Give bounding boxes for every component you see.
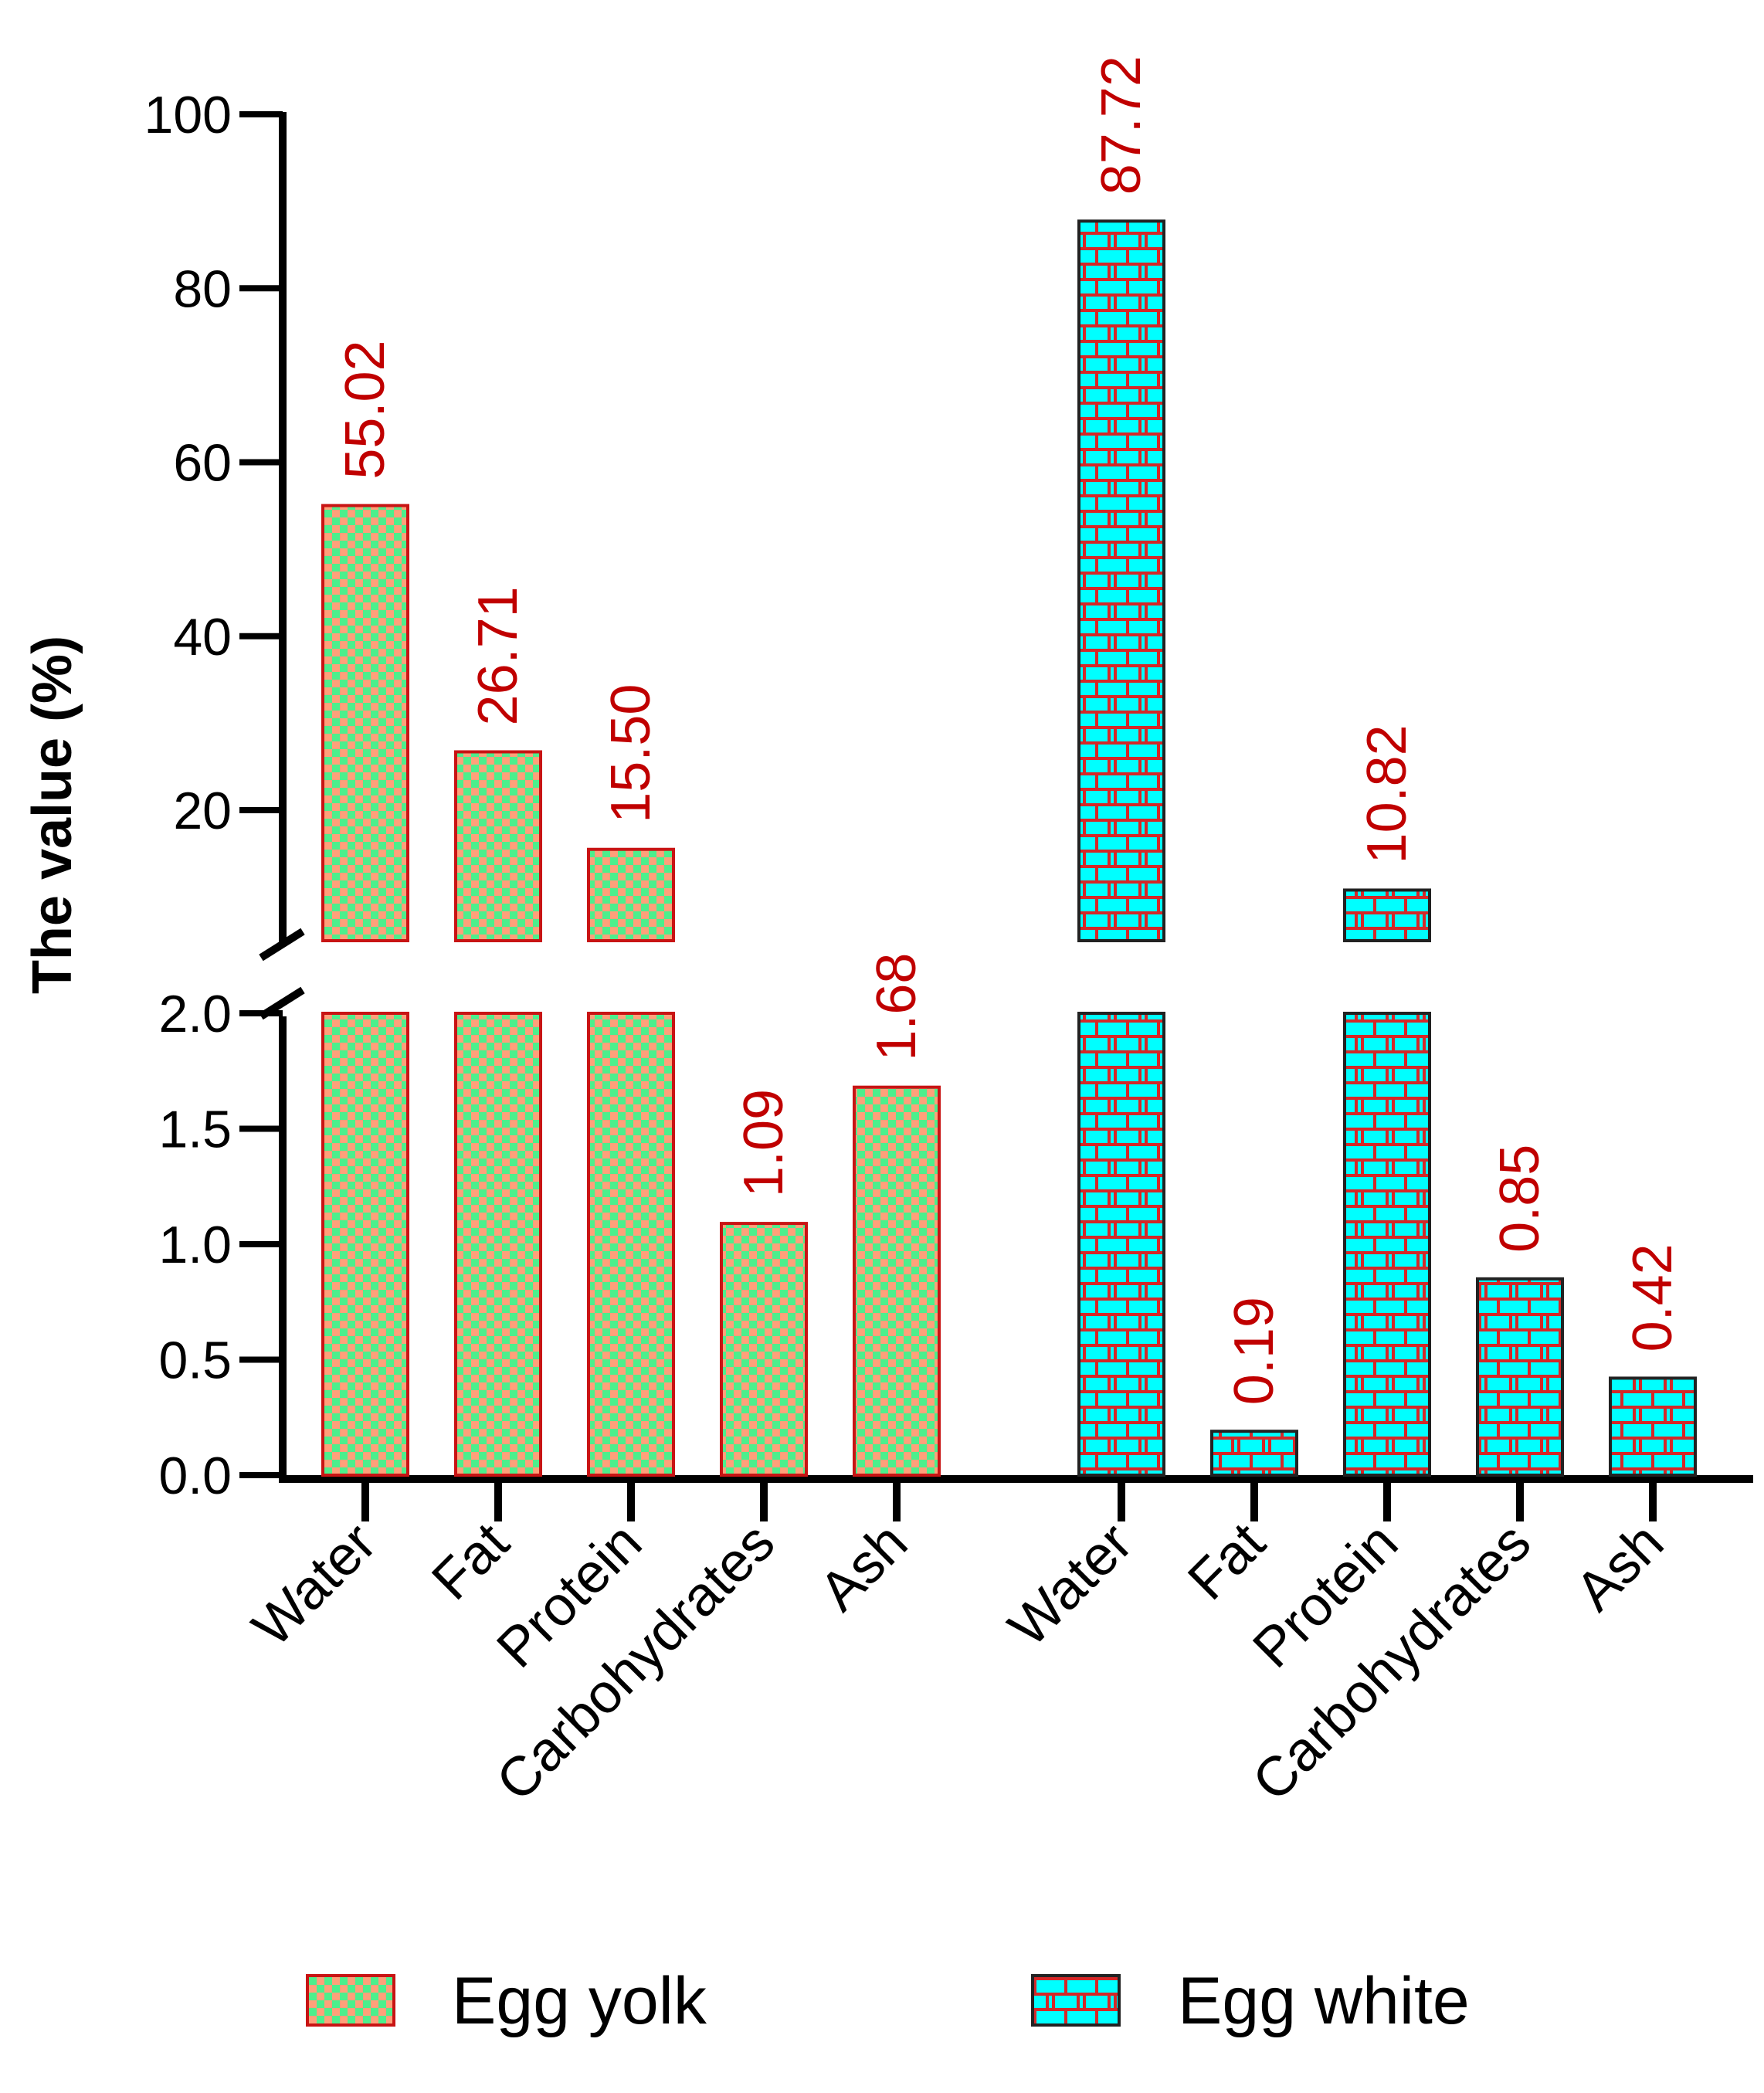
y-ticks: 0.0 0.5 1.0 1.5 2.0 20 40 60 80 100 [144, 86, 283, 1505]
x-ticks [361, 1479, 1657, 1521]
bars [321, 219, 1697, 1477]
value-label-egg-white-fat: 0.19 [1223, 1297, 1285, 1405]
bar-egg-white-carbohydrates [1476, 1277, 1564, 1477]
value-label-egg-white-ash: 0.42 [1622, 1243, 1684, 1352]
value-label-egg-yolk-fat: 26.71 [467, 586, 529, 725]
value-label-egg-yolk-ash: 1.68 [866, 953, 928, 1061]
bar-egg-yolk-ash [853, 1085, 941, 1477]
y-tick-label-upper-1: 40 [173, 608, 232, 667]
bar-egg-white-protein [1343, 888, 1431, 942]
bar-egg-yolk-carbohydrates [720, 1222, 808, 1477]
value-label-egg-yolk-protein: 15.50 [600, 684, 662, 823]
x-label-egg-white-ash: Ash [1564, 1511, 1675, 1623]
bar-egg-yolk-water-lower-segment [321, 1012, 409, 1477]
y-tick-label-lower-1: 0.5 [158, 1331, 232, 1390]
value-label-egg-white-protein: 10.82 [1356, 724, 1418, 863]
legend-label-egg-yolk: Egg yolk [452, 1964, 707, 2038]
value-label-egg-yolk-carbohydrates: 1.09 [733, 1089, 795, 1197]
y-axis-label: The value (%) [22, 636, 83, 994]
y-tick-label-lower-3: 1.5 [158, 1101, 232, 1159]
x-label-egg-white-water: Water [997, 1511, 1144, 1658]
bar-egg-yolk-water [321, 504, 409, 942]
value-label-egg-yolk-water: 55.02 [334, 340, 396, 479]
legend-swatch-egg-yolk [306, 1974, 395, 2027]
value-label-egg-white-water: 87.72 [1091, 56, 1152, 195]
x-label-egg-yolk-water: Water [241, 1511, 388, 1658]
x-label-egg-yolk-fat: Fat [420, 1511, 521, 1612]
bar-egg-yolk-fat-lower-segment [454, 1012, 542, 1477]
y-tick-label-lower-2: 1.0 [158, 1216, 232, 1274]
x-label-egg-white-fat: Fat [1176, 1511, 1277, 1612]
x-label-egg-yolk-ash: Ash [808, 1511, 919, 1623]
y-tick-label-lower-4: 2.0 [158, 985, 232, 1043]
legend-swatch-egg-white [1031, 1974, 1121, 2027]
y-tick-label-upper-2: 60 [173, 434, 232, 493]
y-tick-label-upper-4: 100 [144, 86, 232, 144]
legend: Egg yolk Egg white [306, 1964, 1470, 2038]
legend-label-egg-white: Egg white [1178, 1964, 1470, 2038]
y-tick-label-upper-3: 80 [173, 260, 232, 318]
bar-egg-yolk-protein-lower-segment [587, 1012, 675, 1477]
bar-egg-yolk-protein [587, 847, 675, 942]
value-labels: 55.02 26.71 15.50 1.09 1.68 87.72 0.19 10.82 0.8… [334, 56, 1684, 1405]
axis-break-mark-upper [259, 928, 305, 962]
bar-egg-white-water [1077, 219, 1165, 942]
y-tick-label-upper-0: 20 [173, 782, 232, 840]
bar-egg-white-water-lower-segment [1077, 1012, 1165, 1477]
bar-egg-yolk-fat [454, 750, 542, 943]
bar-egg-white-protein-lower-segment [1343, 1012, 1431, 1477]
y-tick-label-lower-0: 0.0 [158, 1447, 232, 1505]
axes [259, 112, 1753, 1483]
bar-egg-white-ash [1609, 1376, 1697, 1477]
bar-egg-white-fat [1210, 1430, 1298, 1477]
value-label-egg-white-carbohydrates: 0.85 [1489, 1145, 1551, 1253]
